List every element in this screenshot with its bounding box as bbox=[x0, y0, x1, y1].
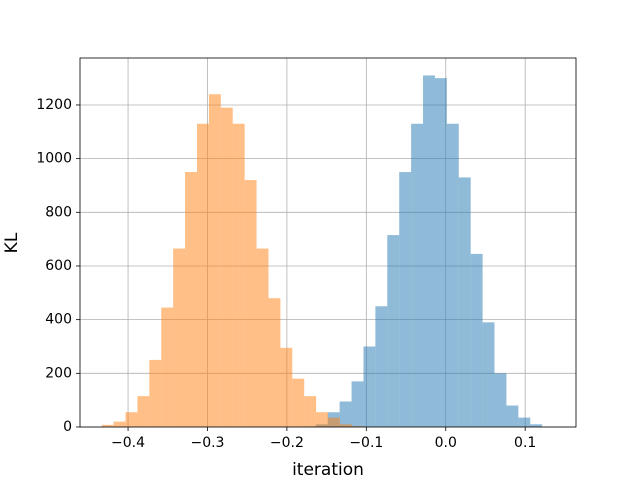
x-axis-label: iteration bbox=[292, 460, 364, 480]
histogram-bar bbox=[316, 412, 329, 427]
x-tick-label: 0.1 bbox=[514, 435, 536, 451]
histogram-bar bbox=[161, 307, 174, 427]
y-tick-label: 800 bbox=[45, 204, 72, 220]
histogram-bar bbox=[196, 123, 209, 428]
y-tick-label: 1000 bbox=[36, 151, 72, 167]
histogram-bar bbox=[220, 107, 233, 427]
histogram-bar bbox=[530, 424, 543, 427]
x-tick-label: −0.4 bbox=[111, 435, 145, 451]
histogram-bar bbox=[113, 421, 126, 427]
histogram-bar bbox=[339, 401, 352, 427]
y-tick-label: 200 bbox=[45, 365, 72, 381]
histogram-bar bbox=[506, 405, 519, 427]
histogram-bar bbox=[494, 373, 507, 427]
histogram-bar bbox=[173, 248, 186, 427]
histogram-bar bbox=[434, 78, 447, 428]
histogram-bar bbox=[304, 396, 317, 427]
histogram-bar bbox=[268, 298, 281, 427]
histogram-bar bbox=[446, 123, 459, 428]
histogram-bar bbox=[375, 306, 388, 427]
histogram-bar bbox=[518, 417, 531, 427]
histogram-bar bbox=[137, 396, 150, 427]
histogram-bar bbox=[423, 75, 435, 427]
histogram-bar bbox=[470, 253, 483, 427]
histogram-bar bbox=[256, 248, 269, 427]
histogram-bar bbox=[208, 94, 221, 427]
y-tick-label: 0 bbox=[63, 419, 72, 435]
histogram-bar bbox=[411, 123, 424, 428]
y-tick-label: 400 bbox=[45, 312, 72, 328]
x-tick-label: −0.2 bbox=[270, 435, 304, 451]
x-tick-label: −0.3 bbox=[190, 435, 224, 451]
histogram-bar bbox=[280, 347, 293, 427]
x-tick-label: −0.1 bbox=[349, 435, 383, 451]
y-tick-label: 1200 bbox=[36, 97, 72, 113]
histogram-bar bbox=[125, 412, 138, 427]
histogram-bar bbox=[232, 123, 245, 428]
plot-frame bbox=[79, 57, 577, 428]
histogram-bar bbox=[339, 424, 352, 427]
histogram-bar bbox=[185, 172, 197, 427]
histogram-bar bbox=[363, 346, 376, 427]
y-tick-label: 600 bbox=[45, 258, 72, 274]
histogram-bar bbox=[244, 180, 257, 427]
histogram-bar bbox=[328, 417, 340, 427]
x-tick-label: 0.0 bbox=[435, 435, 457, 451]
histogram-bar bbox=[399, 172, 412, 427]
histogram-bar bbox=[458, 177, 471, 427]
histogram-bar bbox=[292, 378, 305, 427]
histogram-bar bbox=[101, 424, 114, 427]
histogram-bar bbox=[482, 322, 495, 427]
histogram-bar bbox=[149, 359, 162, 427]
histogram-bar bbox=[351, 426, 364, 427]
histogram-bar bbox=[351, 381, 364, 427]
y-axis-label: KL bbox=[2, 232, 22, 253]
histogram-bar bbox=[387, 235, 400, 427]
